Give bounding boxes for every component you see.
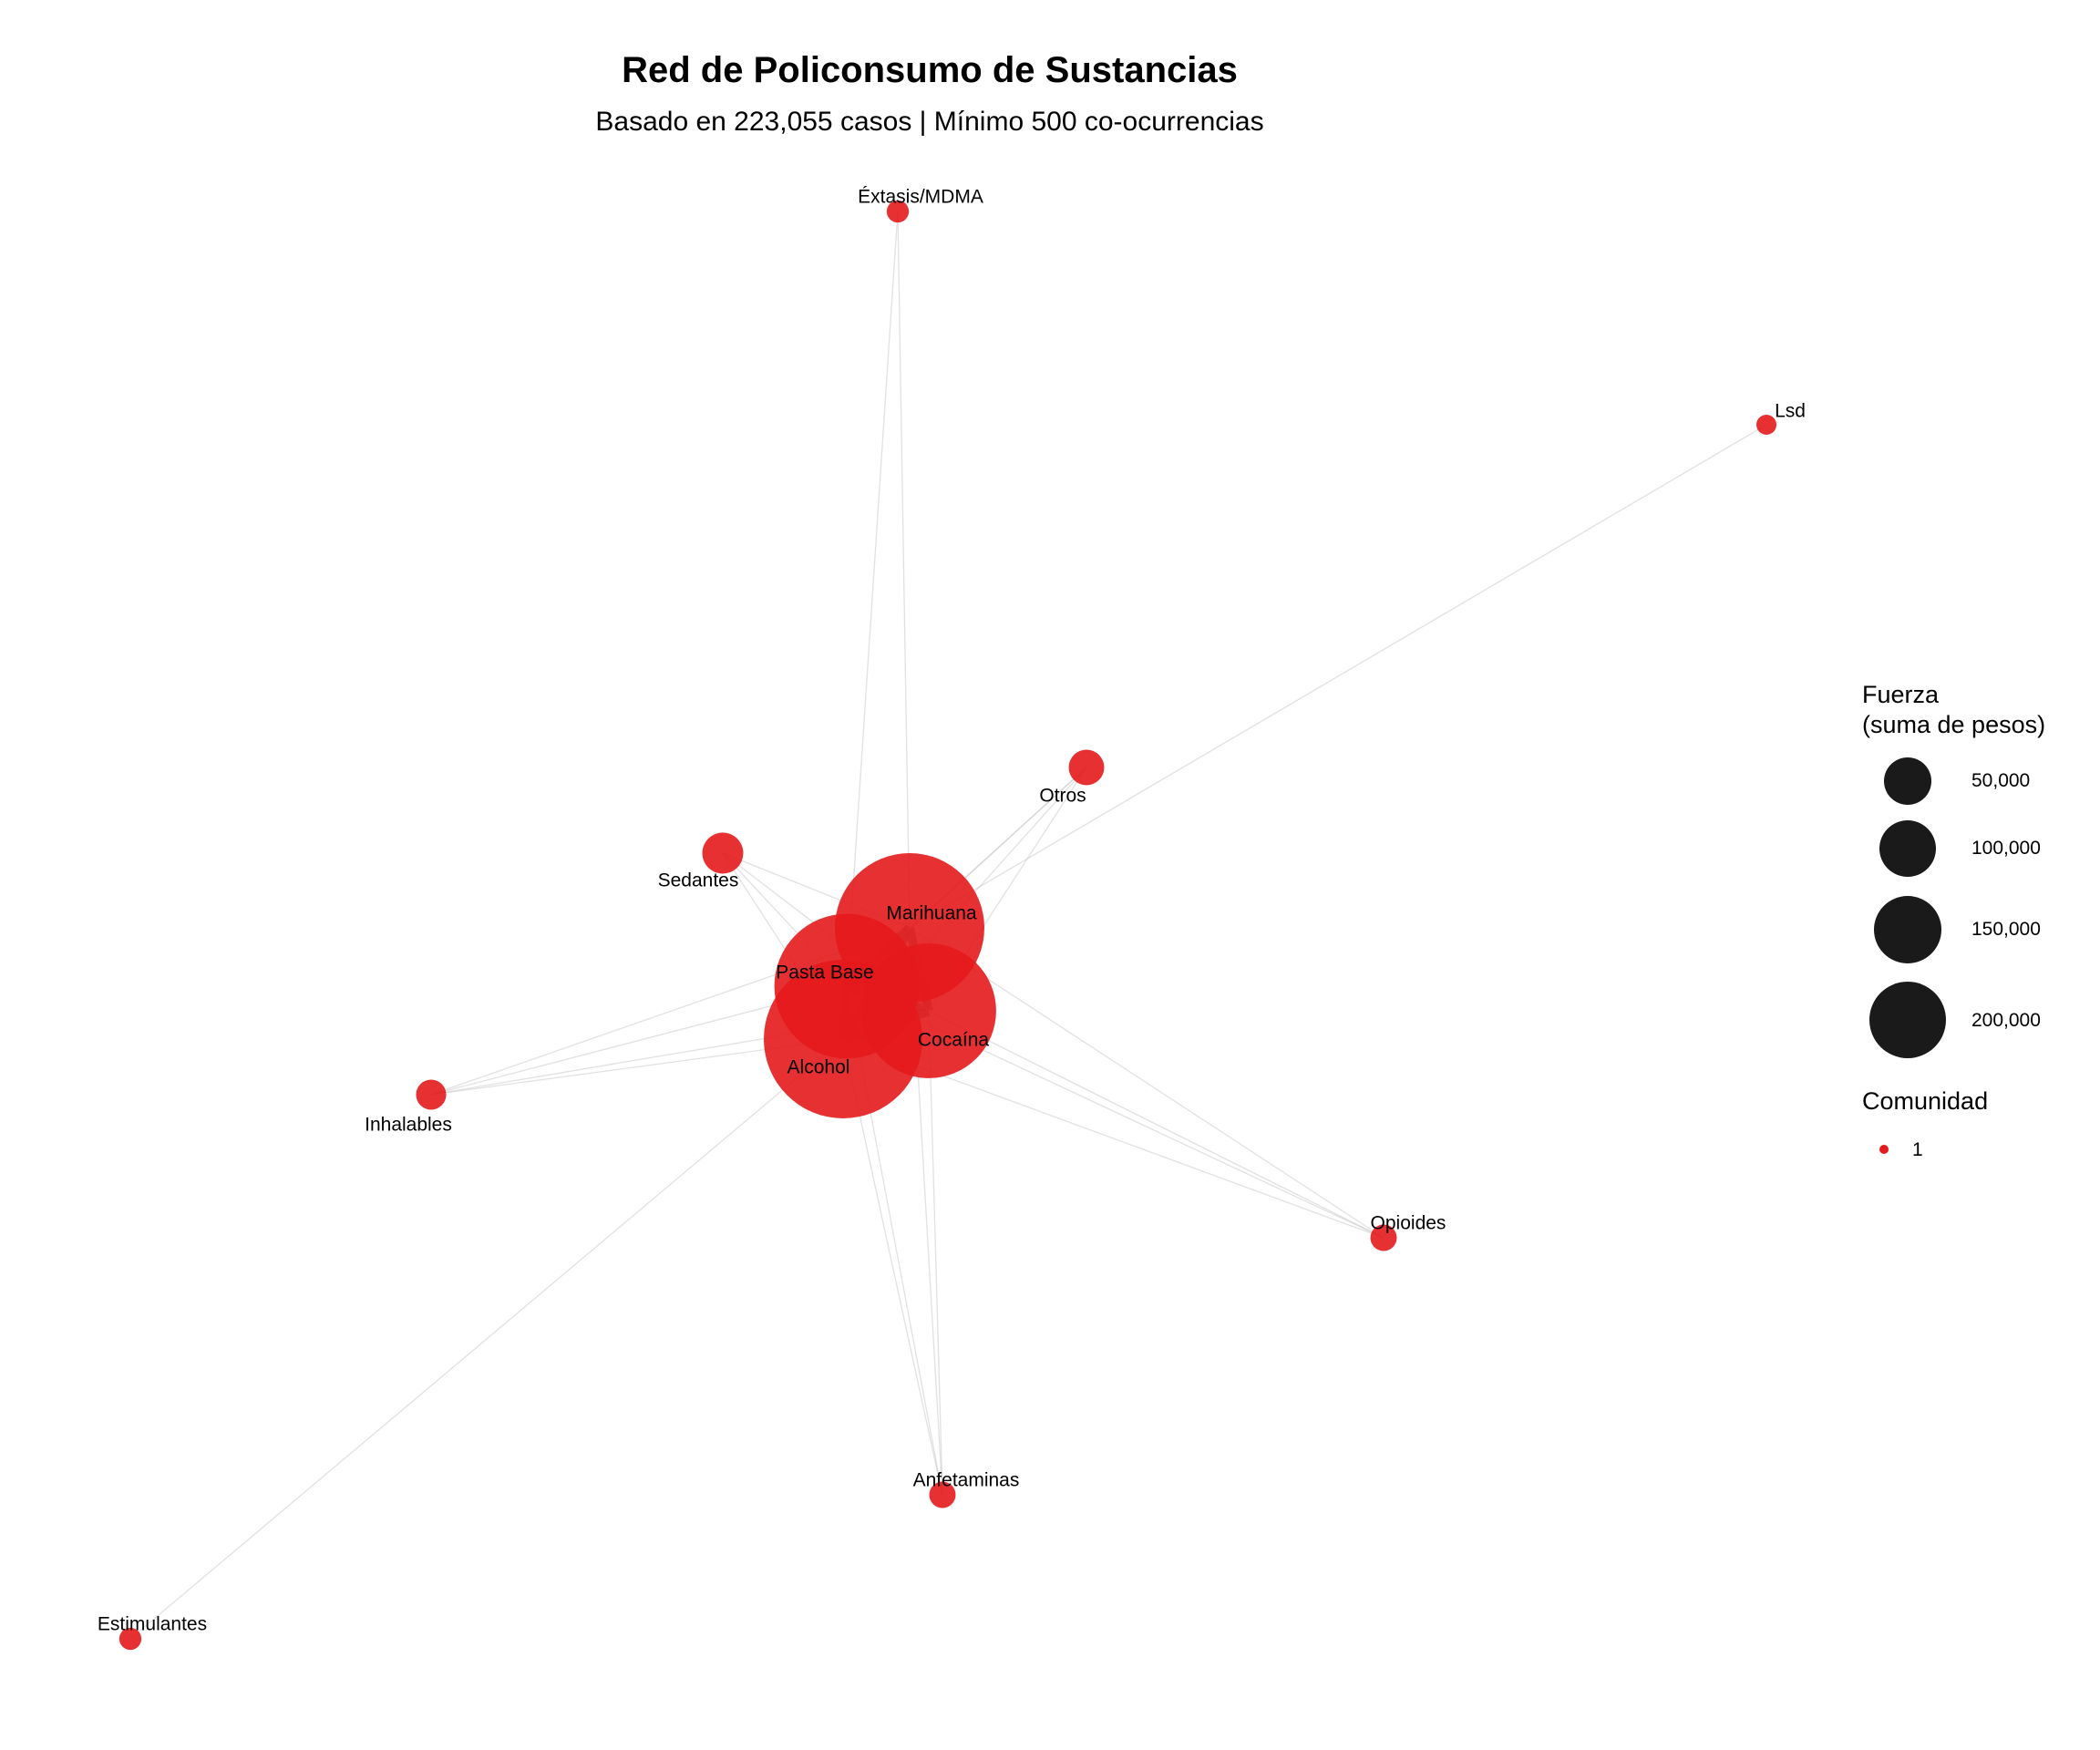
node-lsd: [1756, 415, 1776, 435]
legend-community-label-1: 1: [1912, 1139, 1923, 1160]
labels-layer: Marihuana Pasta Base Cocaína Alcohol Sedante…: [98, 187, 1806, 1635]
node-label-opioides: Opioides: [1371, 1213, 1446, 1234]
node-inhalables: [416, 1079, 447, 1110]
legend-size-label-1: 50,000: [1971, 770, 2031, 791]
legend-size-title-line1: Fuerza: [1862, 681, 1940, 708]
node-anfetaminas: [929, 1481, 956, 1508]
node-label-extasis: Éxtasis/MDMA: [858, 187, 983, 208]
legend-size-key-2: [1879, 820, 1936, 877]
edge-estimulantes-alcohol: [129, 1038, 844, 1640]
node-extasis: [886, 200, 910, 223]
node-label-pasta_base: Pasta Base: [776, 962, 873, 983]
chart-subtitle: Basado en 223,055 casos | Mínimo 500 co-…: [595, 107, 1264, 137]
node-label-otros: Otros: [1039, 786, 1086, 807]
node-sedantes: [702, 832, 744, 874]
legend-size-label-3: 150,000: [1971, 919, 2041, 940]
edge-anfetaminas-cocaina: [928, 1010, 943, 1496]
legend-size-label-2: 100,000: [1971, 838, 2041, 859]
node-label-cocaina: Cocaína: [918, 1030, 990, 1051]
node-label-alcohol: Alcohol: [788, 1057, 850, 1078]
edge-extasis-marihuana: [897, 211, 911, 929]
node-label-inhalables: Inhalables: [365, 1115, 452, 1136]
legend-size-key-3: [1874, 896, 1941, 963]
nodes-layer: [118, 200, 1776, 1651]
node-label-estimulantes: Estimulantes: [98, 1614, 207, 1635]
legend-size-key-4: [1869, 982, 1946, 1058]
node-otros: [1068, 749, 1105, 786]
node-label-sedantes: Sedantes: [658, 870, 739, 891]
chart-title: Red de Policonsumo de Sustancias: [622, 50, 1238, 90]
node-label-marihuana: Marihuana: [886, 903, 977, 924]
legend-size-title: Fuerza (suma de pesos): [1862, 680, 2045, 740]
node-alcohol: [764, 960, 922, 1118]
legend-community-key-1: [1879, 1145, 1889, 1154]
edge-opioides-marihuana: [909, 927, 1385, 1239]
node-estimulantes: [118, 1627, 142, 1651]
node-label-anfetaminas: Anfetaminas: [913, 1470, 1020, 1491]
edge-lsd-marihuana: [909, 424, 1767, 929]
node-opioides: [1370, 1224, 1397, 1251]
node-label-lsd: Lsd: [1775, 401, 1806, 422]
legend-size-label-4: 200,000: [1971, 1010, 2041, 1031]
legend-community-title: Comunidad: [1862, 1087, 1989, 1115]
legend-size-key-1: [1884, 757, 1931, 805]
edge-opioides-cocaina: [928, 1010, 1385, 1239]
legend-size-title-line2: (suma de pesos): [1862, 711, 2046, 738]
